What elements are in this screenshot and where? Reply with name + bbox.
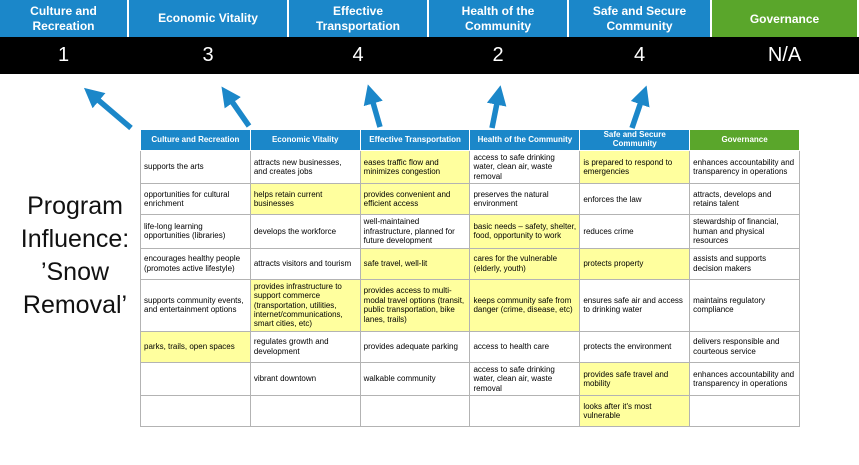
table-cell: keeps community safe from danger (crime,… <box>469 278 581 332</box>
table-cell: walkable community <box>359 361 471 397</box>
table-cell: assists and supports decision makers <box>689 247 800 280</box>
table-row: parks, trails, open spaces regulates grow… <box>140 330 800 363</box>
influence-table: Culture and Recreation Economic Vitality… <box>140 129 800 428</box>
table-cell: safe travel, well-lit <box>359 247 471 280</box>
score-effective-transportation: 4 <box>352 44 364 66</box>
table-cell: is prepared to respond to emergencies <box>579 149 691 185</box>
table-cell <box>140 395 251 428</box>
table-cell: provides infrastructure to support comme… <box>249 278 361 332</box>
table-cell <box>249 395 361 428</box>
table-cell <box>140 361 251 397</box>
table-cell <box>469 395 581 428</box>
scoreboard-header-governance: Governance <box>712 0 857 37</box>
table-header-safe-secure-community: Safe and Secure Community <box>579 129 691 151</box>
influence-table-body: supports the arts attracts new businesses… <box>140 149 800 428</box>
table-row: supports the arts attracts new businesses… <box>140 149 800 185</box>
score-economic-vitality: 3 <box>202 44 214 66</box>
table-cell: develops the workforce <box>249 214 361 249</box>
table-cell <box>359 395 471 428</box>
table-cell: life-long learning opportunities (librar… <box>140 214 251 249</box>
table-cell: regulates growth and development <box>249 330 361 363</box>
title-line: Influence: <box>20 225 130 253</box>
table-cell: attracts new businesses, and creates job… <box>249 149 361 185</box>
table-cell: encourages healthy people (promotes acti… <box>140 247 251 280</box>
scoreboard-header-culture-recreation: Culture and Recreation <box>0 0 127 37</box>
table-cell: provides convenient and efficient access <box>359 183 471 216</box>
table-cell: opportunities for cultural enrichment <box>140 183 251 216</box>
table-cell: access to safe drinking water, clean air… <box>469 149 581 185</box>
title-line: Program <box>27 192 123 220</box>
title-line: ’Snow <box>40 258 110 286</box>
table-cell: provides access to multi-modal travel op… <box>359 278 471 332</box>
table-cell: well-maintained infrastructure, planned … <box>359 214 471 249</box>
scoreboard-header-health-community: Health of the Community <box>429 0 567 37</box>
table-cell: enhances accountability and transparency… <box>689 361 800 397</box>
scoreboard-header-effective-transportation: Effective Transportation <box>289 0 427 37</box>
scoreboard-score-row: 1 3 4 2 4 N/A <box>0 37 859 74</box>
table-row: looks after it's most vulnerable <box>140 395 800 428</box>
up-arrow-icon <box>83 87 133 131</box>
up-arrow-icon <box>221 86 252 128</box>
table-cell: delivers responsible and courteous servi… <box>689 330 800 363</box>
program-influence-title: Program Influence: ’Snow Removal’ <box>0 190 150 322</box>
table-row: life-long learning opportunities (librar… <box>140 214 800 249</box>
table-header-effective-transportation: Effective Transportation <box>359 129 471 151</box>
table-cell: looks after it's most vulnerable <box>579 395 691 428</box>
table-row: opportunities for cultural enrichment hel… <box>140 183 800 216</box>
table-cell: attracts visitors and tourism <box>249 247 361 280</box>
table-cell: attracts, develops and retains talent <box>689 183 800 216</box>
table-header-health-community: Health of the Community <box>469 129 581 151</box>
score-health-community: 2 <box>492 44 504 66</box>
table-header-economic-vitality: Economic Vitality <box>249 129 361 151</box>
table-header-row: Culture and Recreation Economic Vitality… <box>140 129 800 151</box>
title-line: Removal’ <box>22 291 128 319</box>
scoreboard-header-safe-secure-community: Safe and Secure Community <box>569 0 710 37</box>
table-header-governance: Governance <box>689 129 800 151</box>
up-arrow-icon <box>629 85 650 129</box>
up-arrow-icon <box>363 84 383 128</box>
table-row: vibrant downtown walkable community access… <box>140 361 800 397</box>
table-cell: helps retain current businesses <box>249 183 361 216</box>
table-row: encourages healthy people (promotes acti… <box>140 247 800 280</box>
table-cell: protects property <box>579 247 691 280</box>
table-cell: preserves the natural environment <box>469 183 581 216</box>
table-cell: access to health care <box>469 330 581 363</box>
score-governance: N/A <box>767 44 802 66</box>
score-safe-secure-community: 4 <box>633 44 646 66</box>
table-cell: supports community events, and entertain… <box>140 278 251 332</box>
table-cell: vibrant downtown <box>249 361 361 397</box>
table-cell: access to safe drinking water, clean air… <box>469 361 581 397</box>
score-culture-recreation: 1 <box>57 44 70 66</box>
scoreboard-header-economic-vitality: Economic Vitality <box>129 0 287 37</box>
table-cell: provides safe travel and mobility <box>579 361 691 397</box>
table-cell: parks, trails, open spaces <box>140 330 251 363</box>
table-cell <box>689 395 800 428</box>
table-header-culture-recreation: Culture and Recreation <box>140 129 251 151</box>
up-arrow-icon <box>486 85 507 129</box>
scoreboard-header-row: Culture and Recreation Economic Vitality… <box>0 0 859 37</box>
table-cell: enhances accountability and transparency… <box>689 149 800 185</box>
up-arrows <box>83 84 650 131</box>
table-cell: protects the environment <box>579 330 691 363</box>
table-row: supports community events, and entertain… <box>140 278 800 332</box>
table-cell: enforces the law <box>579 183 691 216</box>
table-cell: maintains regulatory compliance <box>689 278 800 332</box>
table-cell: eases traffic flow and minimizes congest… <box>359 149 471 185</box>
table-cell: cares for the vulnerable (elderly, youth… <box>469 247 581 280</box>
table-cell: reduces crime <box>579 214 691 249</box>
table-cell: ensures safe air and access to drinking … <box>579 278 691 332</box>
table-cell: supports the arts <box>140 149 251 185</box>
table-cell: basic needs – safety, shelter, food, opp… <box>469 214 581 249</box>
table-cell: provides adequate parking <box>359 330 471 363</box>
table-cell: stewardship of financial, human and phys… <box>689 214 800 249</box>
